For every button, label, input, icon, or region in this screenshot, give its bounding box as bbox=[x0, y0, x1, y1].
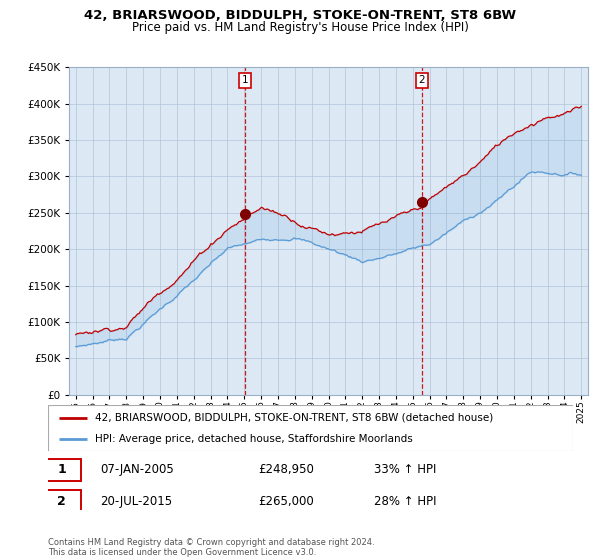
Text: Price paid vs. HM Land Registry's House Price Index (HPI): Price paid vs. HM Land Registry's House … bbox=[131, 21, 469, 34]
Text: 33% ↑ HPI: 33% ↑ HPI bbox=[373, 463, 436, 477]
Text: £248,950: £248,950 bbox=[258, 463, 314, 477]
Text: 1: 1 bbox=[57, 463, 66, 477]
Text: 1: 1 bbox=[241, 75, 248, 85]
Text: HPI: Average price, detached house, Staffordshire Moorlands: HPI: Average price, detached house, Staf… bbox=[95, 434, 413, 444]
Text: 2: 2 bbox=[419, 75, 425, 85]
Text: 42, BRIARSWOOD, BIDDULPH, STOKE-ON-TRENT, ST8 6BW (detached house): 42, BRIARSWOOD, BIDDULPH, STOKE-ON-TRENT… bbox=[95, 413, 493, 423]
Text: 42, BRIARSWOOD, BIDDULPH, STOKE-ON-TRENT, ST8 6BW: 42, BRIARSWOOD, BIDDULPH, STOKE-ON-TRENT… bbox=[84, 9, 516, 22]
Text: Contains HM Land Registry data © Crown copyright and database right 2024.
This d: Contains HM Land Registry data © Crown c… bbox=[48, 538, 374, 557]
Text: 2: 2 bbox=[57, 494, 66, 508]
FancyBboxPatch shape bbox=[43, 490, 80, 512]
FancyBboxPatch shape bbox=[48, 405, 573, 451]
Text: £265,000: £265,000 bbox=[258, 494, 314, 508]
Text: 28% ↑ HPI: 28% ↑ HPI bbox=[373, 494, 436, 508]
Text: 07-JAN-2005: 07-JAN-2005 bbox=[101, 463, 174, 477]
Text: 20-JUL-2015: 20-JUL-2015 bbox=[101, 494, 173, 508]
FancyBboxPatch shape bbox=[43, 459, 80, 481]
